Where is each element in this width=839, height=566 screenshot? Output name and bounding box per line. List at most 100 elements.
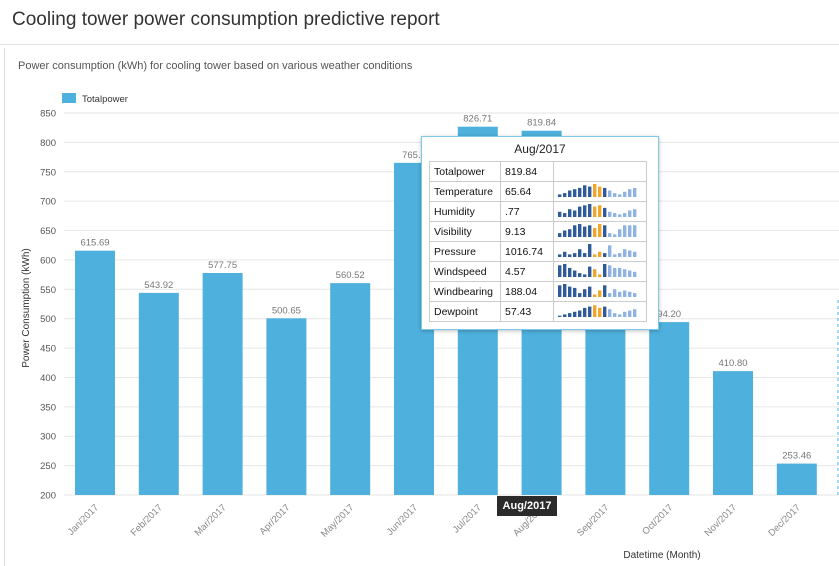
sparkline-bar <box>613 267 617 277</box>
legend-swatch <box>62 93 76 103</box>
sparkline-bar <box>618 213 622 217</box>
tooltip-row: Windbearing 188.04 <box>429 281 647 302</box>
chart-panel <box>4 48 839 566</box>
tooltip-sparkline <box>553 261 647 282</box>
bar[interactable] <box>713 371 753 495</box>
sparkline-bar <box>568 228 572 237</box>
bar-value-label: 94.20 <box>657 309 681 320</box>
tooltip-metric-value: 9.13 <box>500 221 554 242</box>
tooltip-sparkline <box>553 161 647 182</box>
sparkline-bar <box>628 210 632 217</box>
sparkline-bar <box>583 288 587 297</box>
bar[interactable] <box>330 283 371 495</box>
x-tick-label: Jun/2017 <box>385 502 420 537</box>
sparkline-bar <box>558 284 562 297</box>
y-tick-label: 850 <box>40 109 56 120</box>
tooltip-sparkline <box>553 221 647 242</box>
sparkline-bar <box>578 187 582 197</box>
sparkline-bar <box>578 206 582 217</box>
sparkline-bar <box>563 251 567 257</box>
bar[interactable] <box>266 318 307 495</box>
sparkline-bar <box>593 227 597 237</box>
sparkline-bar <box>558 264 562 277</box>
sparkline-bar <box>618 313 622 317</box>
y-tick-label: 700 <box>40 197 56 208</box>
sparkline-bar <box>603 252 607 257</box>
sparkline-chart <box>556 163 640 178</box>
sparkline-bar <box>598 290 602 297</box>
bar[interactable] <box>649 322 690 495</box>
sparkline-chart <box>558 183 637 197</box>
sparkline-bar <box>593 268 597 277</box>
sparkline-bar <box>613 312 617 317</box>
bar-value-label: 826.71 <box>463 114 492 125</box>
sparkline-bar <box>558 253 562 257</box>
sparkline-bar <box>558 232 562 237</box>
tooltip-metric-value: 4.57 <box>500 261 554 282</box>
bar[interactable] <box>75 250 115 495</box>
sparkline-bar <box>603 187 607 197</box>
sparkline-bar <box>628 250 632 257</box>
sparkline-bar <box>588 266 592 277</box>
sparkline-bar <box>633 308 637 317</box>
x-tick-label: Oct/2017 <box>640 502 675 537</box>
bar[interactable] <box>776 463 817 495</box>
tooltip-row: Totalpower 819.84 <box>429 161 647 182</box>
sparkline-bar <box>563 230 567 237</box>
x-tick-label: Sep/2017 <box>575 502 612 539</box>
sparkline-bar <box>608 190 612 197</box>
y-tick-label: 500 <box>40 314 56 325</box>
sparkline-bar <box>603 284 607 297</box>
sparkline-bar <box>588 306 592 317</box>
sparkline-bar <box>578 292 582 297</box>
sparkline-bar <box>593 304 597 317</box>
sparkline-bar <box>578 248 582 257</box>
y-tick-label: 350 <box>40 402 56 413</box>
sparkline-bar <box>568 286 572 297</box>
y-tick-label: 400 <box>40 373 56 384</box>
bar[interactable] <box>202 272 243 495</box>
legend[interactable]: Totalpower <box>62 93 128 105</box>
bar-value-label: 560.52 <box>336 270 365 281</box>
sparkline-bar <box>633 224 637 237</box>
sparkline-bar <box>633 187 637 197</box>
sparkline-bar <box>628 188 632 197</box>
sparkline-bar <box>598 186 602 197</box>
tooltip-row: Humidity .77 <box>429 201 647 222</box>
sparkline-bar <box>618 228 622 237</box>
sparkline-bar <box>593 206 597 217</box>
sparkline-bar <box>623 248 627 257</box>
data-tooltip: Aug/2017 Totalpower 819.84 Temperature 65.6… <box>421 136 659 330</box>
tooltip-title: Aug/2017 <box>514 142 566 156</box>
sparkline-bar <box>633 292 637 297</box>
sparkline-bar <box>598 251 602 257</box>
tooltip-row: Temperature 65.64 <box>429 181 647 202</box>
sparkline-bar <box>583 252 587 257</box>
y-tick-label: 800 <box>40 138 56 149</box>
bar[interactable] <box>138 292 179 495</box>
sparkline-chart <box>558 203 637 217</box>
sparkline-bar <box>593 293 597 297</box>
tooltip-sparkline <box>553 301 647 322</box>
bar-value-label: 577.75 <box>208 260 237 271</box>
y-axis: 200 250 300 350 400 450 500 550 600 650 700 750 800 8… <box>40 109 56 502</box>
y-tick-label: 750 <box>40 167 56 178</box>
sparkline-bar <box>573 270 577 277</box>
sparkline-bar <box>593 253 597 257</box>
sparkline-bar <box>578 310 582 317</box>
sparkline-bar <box>563 192 567 197</box>
y-tick-label: 250 <box>40 461 56 472</box>
sparkline-bar <box>588 224 592 237</box>
x-tick-label: Jan/2017 <box>66 502 101 537</box>
y-tick-label: 650 <box>40 226 56 237</box>
sparkline-bar <box>598 204 602 217</box>
tooltip-metric-name: Pressure <box>429 241 501 262</box>
sparkline-bar <box>628 224 632 237</box>
sparkline-bar <box>578 223 582 237</box>
x-tick-label: Dec/2017 <box>766 502 803 539</box>
sparkline-bar <box>623 224 627 237</box>
tooltip-sparkline <box>553 241 647 262</box>
y-tick-label: 200 <box>40 491 56 502</box>
sparkline-bar <box>563 263 567 277</box>
sparkline-bar <box>618 252 622 257</box>
